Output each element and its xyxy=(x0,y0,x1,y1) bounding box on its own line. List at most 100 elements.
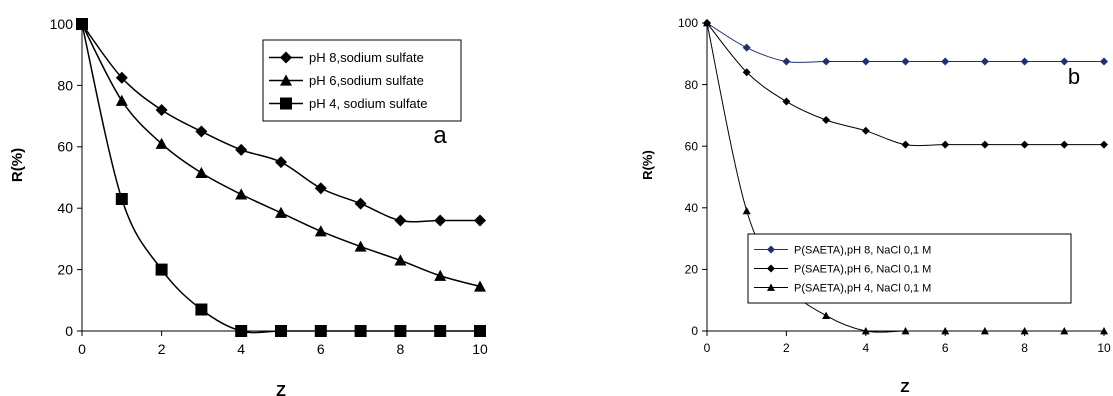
chart-b-series-2-point xyxy=(1020,327,1029,335)
chart-a-x-tick-label: 6 xyxy=(317,341,325,357)
chart-b-x-tick-label: 8 xyxy=(1021,341,1028,355)
chart-a-series-1-point xyxy=(155,137,168,149)
chart-b-legend-marker xyxy=(767,245,775,254)
chart-b-series-1-point xyxy=(941,140,950,149)
chart-b-series-1-point xyxy=(1060,140,1069,149)
chart-a-series-1-point xyxy=(275,206,287,218)
chart-b-series-1-point xyxy=(742,68,751,77)
chart-b-series-2-point xyxy=(980,327,989,335)
chart-a-series-0-point xyxy=(195,125,208,138)
chart-b-series-0-point xyxy=(980,57,989,66)
chart-b-series-2-point xyxy=(941,327,950,335)
chart-b-series-0-point xyxy=(901,57,910,66)
chart-a-legend-marker xyxy=(280,97,292,110)
chart-b-y-tick-label: 0 xyxy=(691,324,698,338)
chart-a-series-1-point xyxy=(474,280,486,292)
chart-a-series-1-point xyxy=(235,188,248,200)
chart-a-series-2-point xyxy=(474,325,486,337)
chart-b-series-1-point xyxy=(980,140,989,149)
chart-a-series-1-point xyxy=(314,225,327,237)
chart-a-ylabel: R(%) xyxy=(9,148,26,182)
chart-b-y-tick-label: 20 xyxy=(685,263,699,277)
chart-b-x-tick-label: 4 xyxy=(862,341,869,355)
chart-b-legend-marker xyxy=(767,283,775,291)
chart-b-series-1-point xyxy=(1100,140,1108,149)
chart-a-x-tick-label: 8 xyxy=(397,341,405,357)
chart-a-series-0-point xyxy=(474,214,486,227)
chart-a-x-tick-label: 4 xyxy=(237,341,245,357)
chart-b-series-1-point xyxy=(1020,140,1029,149)
chart-a-legend-entry: pH 6,sodium sulfate xyxy=(309,73,424,88)
chart-a-y-tick-label: 80 xyxy=(57,77,73,93)
chart-b-series-2-point xyxy=(742,206,751,215)
chart-b-series-2-point xyxy=(822,311,831,319)
chart-b-series-1-point xyxy=(782,97,791,106)
chart-b-panel-letter: b xyxy=(1068,64,1080,89)
chart-b-x-tick-label: 6 xyxy=(942,341,949,355)
chart-b-series-line-1 xyxy=(706,22,1104,147)
chart-b-series-1-point xyxy=(861,126,870,135)
chart-a-series-0-point xyxy=(354,197,367,210)
chart-b-x-tick-label: 0 xyxy=(704,341,711,355)
chart-a-series-2-point xyxy=(314,325,327,337)
chart-a-legend-entry: pH 4, sodium sulfate xyxy=(309,96,428,111)
chart-a-series-2-point xyxy=(235,325,248,337)
chart-a-series-2-point xyxy=(354,325,367,337)
chart-a-series-1-point xyxy=(115,94,128,106)
chart-a-x-tick-label: 0 xyxy=(78,341,86,357)
chart-a-y-tick-label: 0 xyxy=(65,323,73,339)
chart-b-series-0-point xyxy=(1060,57,1069,66)
chart-b-legend-entry: P(SAETA),pH 6, NaCl 0,1 M xyxy=(794,263,931,275)
chart-b-series-0-point xyxy=(861,57,870,66)
chart-b-series-2-point xyxy=(1060,327,1069,335)
chart-a-x-tick-label: 2 xyxy=(158,341,166,357)
chart-a-series-1-point xyxy=(394,254,407,266)
chart-b-legend xyxy=(747,233,1072,304)
chart-b-legend-entry: P(SAETA),pH 8, NaCl 0,1 M xyxy=(794,244,931,256)
chart-a-series-0-point xyxy=(235,143,248,156)
chart-b-legend-marker xyxy=(767,264,775,273)
chart-a-legend-entry: pH 8,sodium sulfate xyxy=(309,50,424,65)
chart-b-y-tick-label: 80 xyxy=(685,78,699,92)
chart-b-y-tick-label: 40 xyxy=(685,201,699,215)
chart-a-y-tick-label: 20 xyxy=(57,262,73,278)
chart-b-xlabel: Z xyxy=(900,379,909,396)
chart-a-series-0-point xyxy=(115,71,128,84)
chart-b-series-2-point xyxy=(861,327,870,335)
chart-b-series-2-point xyxy=(901,327,910,335)
chart-a-x-tick-label: 10 xyxy=(472,341,488,357)
chart-b-series-1-point xyxy=(822,116,831,125)
chart-a-series-2-point xyxy=(155,263,168,276)
chart-b-series-0-point xyxy=(742,43,751,52)
chart-b-series-0-point xyxy=(941,57,950,66)
chart-b-series-1-point xyxy=(901,140,910,149)
chart-a-series-0-point xyxy=(434,214,447,227)
chart-b-series-2-point xyxy=(1100,327,1108,335)
chart-b-y-tick-label: 60 xyxy=(685,139,699,153)
chart-b-legend-entry: P(SAETA),pH 4, NaCl 0,1 M xyxy=(794,282,931,294)
chart-b-series-2-point xyxy=(703,19,711,27)
chart-a-y-tick-label: 60 xyxy=(57,139,73,155)
chart-b-x-tick-label: 10 xyxy=(1097,341,1111,355)
chart-a-xlabel: Z xyxy=(276,383,286,396)
chart-a-y-tick-label: 40 xyxy=(57,200,73,216)
chart-a-series-1-point xyxy=(354,240,367,252)
chart-b-series-0-point xyxy=(1020,57,1029,66)
chart-panel-a: R(%) Z a 0 20 40 60 80 100 0 2 4 6 8 10 pH 8,sodium … xyxy=(9,16,488,396)
chart-a-y-tick-label: 100 xyxy=(50,16,74,32)
chart-panel-b: R(%) Z b 0 20 40 60 80 100 0 2 4 6 8 10 P(SAETA),pH … xyxy=(640,16,1111,396)
chart-b-x-tick-label: 2 xyxy=(783,341,790,355)
chart-b-series-0-point xyxy=(1100,57,1108,66)
chart-a-series-2-point xyxy=(434,325,447,337)
chart-b-ylabel: R(%) xyxy=(640,150,655,180)
chart-a-legend-marker xyxy=(280,51,292,64)
chart-a-series-1-point xyxy=(195,166,208,178)
chart-a-series-2-point xyxy=(394,325,407,337)
chart-a-series-0-point xyxy=(394,214,407,227)
chart-b-series-0-point xyxy=(782,57,791,66)
chart-a-series-2-point xyxy=(115,192,128,205)
chart-a-series-0-point xyxy=(275,156,287,169)
chart-a-series-0-point xyxy=(314,182,327,195)
chart-a-series-2-point xyxy=(195,303,208,316)
